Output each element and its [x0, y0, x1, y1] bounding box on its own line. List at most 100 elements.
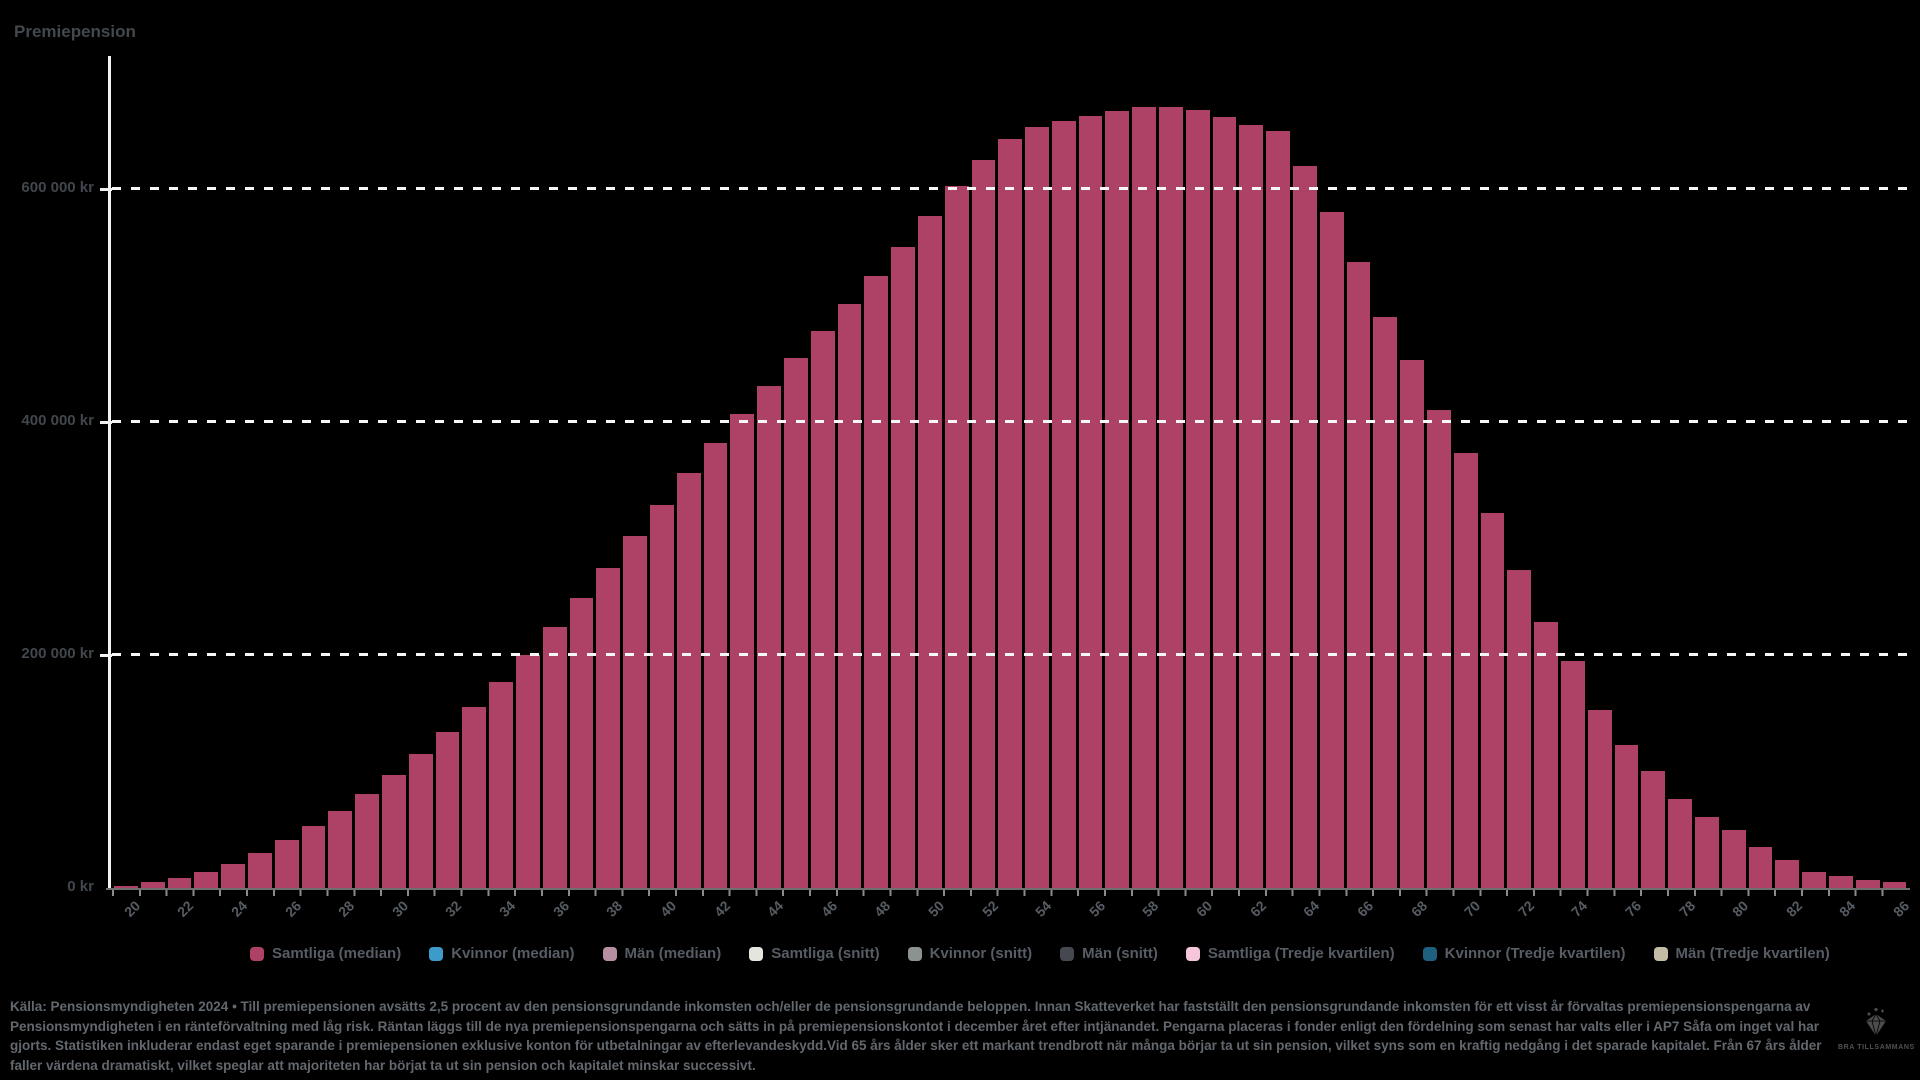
bar-age-34[interactable]: [489, 682, 513, 888]
bar-group: [114, 56, 1907, 888]
bar-age-20[interactable]: [114, 886, 138, 888]
legend-swatch: [602, 946, 617, 961]
footer-line: Pensionsmyndigheten i en ränteförvaltnin…: [10, 1018, 1819, 1034]
bar-age-73[interactable]: [1534, 622, 1559, 888]
bar-age-83[interactable]: [1802, 872, 1826, 888]
bar-age-51[interactable]: [944, 186, 969, 888]
bar-age-27[interactable]: [301, 826, 326, 888]
y-axis-tick: [100, 654, 112, 657]
bar-age-71[interactable]: [1480, 513, 1505, 888]
y-axis-tick: [100, 188, 112, 191]
bar-age-40[interactable]: [649, 505, 674, 888]
legend: Samtliga (median) Kvinnor (median) Män (me…: [250, 945, 1830, 962]
legend-swatch: [1422, 946, 1437, 961]
bar-age-69[interactable]: [1427, 410, 1451, 888]
bar-age-68[interactable]: [1400, 360, 1425, 888]
legend-label: Kvinnor (median): [451, 945, 575, 962]
bar-age-84[interactable]: [1829, 876, 1853, 888]
bar-age-46[interactable]: [810, 331, 835, 888]
bar-age-45[interactable]: [783, 358, 808, 888]
bar-age-80[interactable]: [1721, 830, 1746, 888]
bar-age-74[interactable]: [1561, 661, 1585, 888]
bar-age-35[interactable]: [515, 655, 540, 888]
x-axis-ticks: [112, 890, 1908, 896]
footer-line: Källa: Pensionsmyndigheten 2024 • Till p…: [10, 999, 1811, 1014]
bar-age-24[interactable]: [221, 864, 245, 888]
gridline-200000: [112, 653, 1908, 656]
bar-age-62[interactable]: [1239, 125, 1264, 888]
bar-age-86[interactable]: [1882, 882, 1907, 888]
gridline-600000: [112, 187, 1908, 190]
legend-swatch: [429, 946, 444, 961]
bar-age-29[interactable]: [355, 794, 379, 888]
chart-title: Premiepension: [14, 22, 136, 41]
bar-age-41[interactable]: [676, 473, 701, 888]
bar-age-22[interactable]: [167, 878, 192, 888]
bar-age-42[interactable]: [703, 443, 728, 888]
bar-age-63[interactable]: [1266, 131, 1291, 888]
legend-label: Kvinnor (Tredje kvartilen): [1444, 945, 1626, 962]
bar-age-59[interactable]: [1159, 107, 1183, 888]
bar-age-48[interactable]: [864, 276, 889, 888]
bar-age-28[interactable]: [328, 811, 353, 888]
legend-label: Män (median): [624, 945, 722, 962]
legend-label: Samtliga (Tredje kvartilen): [1207, 945, 1395, 962]
bar-age-44[interactable]: [757, 386, 781, 888]
bar-age-57[interactable]: [1105, 111, 1130, 888]
bar-age-47[interactable]: [837, 304, 862, 888]
bar-age-75[interactable]: [1587, 710, 1612, 888]
bar-age-70[interactable]: [1453, 453, 1478, 888]
bar-age-26[interactable]: [274, 840, 299, 888]
bar-age-31[interactable]: [408, 754, 433, 888]
legend-swatch: [250, 946, 264, 961]
bar-age-37[interactable]: [569, 598, 594, 888]
legend-item-kvinnor-snitt-: Kvinnor (snitt): [907, 945, 1033, 962]
bar-age-65[interactable]: [1319, 212, 1344, 888]
bar-age-33[interactable]: [462, 707, 487, 888]
bar-age-61[interactable]: [1212, 117, 1237, 888]
y-axis-line: [108, 56, 111, 889]
bar-age-23[interactable]: [194, 872, 219, 888]
bar-age-77[interactable]: [1641, 771, 1666, 888]
bar-age-32[interactable]: [435, 732, 460, 888]
legend-swatch: [749, 946, 764, 961]
bar-age-52[interactable]: [971, 160, 996, 888]
bar-age-54[interactable]: [1025, 127, 1049, 888]
bar-age-78[interactable]: [1668, 799, 1693, 888]
bar-age-21[interactable]: [140, 882, 165, 888]
bar-age-76[interactable]: [1614, 745, 1639, 888]
bar-age-82[interactable]: [1775, 860, 1800, 888]
bar-age-64[interactable]: [1293, 166, 1317, 888]
legend-swatch: [1060, 946, 1075, 961]
bar-age-38[interactable]: [596, 568, 621, 888]
legend-item-m-n-tredje-kvartilen-: Män (Tredje kvartilen): [1653, 945, 1830, 962]
legend-item-samtliga-median-: Samtliga (median): [250, 945, 401, 962]
bar-age-50[interactable]: [917, 216, 942, 888]
legend-label: Samtliga (snitt): [771, 945, 880, 962]
bar-age-58[interactable]: [1132, 107, 1157, 888]
gridline-400000: [112, 420, 1908, 423]
bra-tillsammans-logo: BRA TILLSAMMANS: [1838, 1007, 1914, 1051]
bar-age-79[interactable]: [1695, 817, 1719, 888]
bar-age-43[interactable]: [730, 414, 755, 888]
legend-item-m-n-median-: Män (median): [602, 945, 722, 962]
legend-label: Kvinnor (snitt): [929, 945, 1033, 962]
legend-label: Män (Tredje kvartilen): [1675, 945, 1830, 962]
legend-label: Samtliga (median): [272, 945, 402, 962]
bar-age-30[interactable]: [381, 775, 406, 888]
bar-age-85[interactable]: [1855, 880, 1880, 888]
legend-swatch: [907, 946, 922, 961]
bar-age-60[interactable]: [1185, 110, 1210, 888]
bar-age-56[interactable]: [1078, 116, 1103, 888]
bar-age-72[interactable]: [1507, 570, 1532, 888]
bar-age-49[interactable]: [891, 247, 915, 888]
bar-age-81[interactable]: [1748, 847, 1773, 888]
bar-age-25[interactable]: [247, 853, 272, 888]
bar-age-55[interactable]: [1051, 121, 1076, 888]
bar-age-66[interactable]: [1346, 262, 1371, 888]
bar-age-67[interactable]: [1373, 317, 1398, 888]
bar-age-39[interactable]: [623, 536, 647, 888]
bar-age-36[interactable]: [542, 627, 567, 888]
x-axis-line: [106, 888, 1910, 890]
bar-age-53[interactable]: [998, 139, 1023, 888]
